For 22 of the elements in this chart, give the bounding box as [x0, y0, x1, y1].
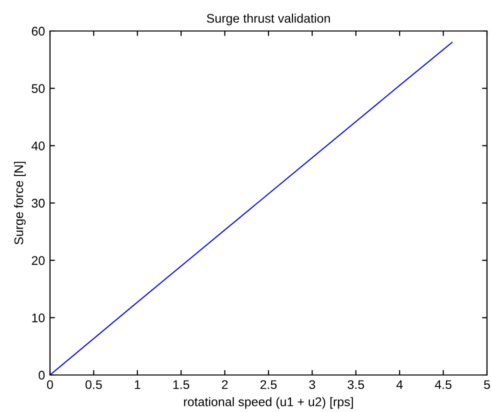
y-tick-label: 0 [38, 370, 45, 380]
x-tick-label: 4 [396, 380, 403, 389]
x-tick-label: 4.5 [434, 380, 452, 390]
x-tick-label: 3.5 [348, 380, 364, 390]
line-series [50, 42, 453, 375]
x-tick-label: 0.5 [86, 380, 102, 390]
y-tick-label: 10 [32, 313, 45, 322]
x-tick-label: 1.5 [173, 380, 190, 390]
y-tick-label: 40 [32, 141, 45, 150]
x-tick-label: 2.5 [260, 380, 277, 390]
y-tick-label: 30 [32, 198, 45, 208]
y-axis-title: Surge force [N] [14, 162, 26, 244]
y-tick-label: 20 [32, 256, 45, 265]
x-tick-label: 1 [134, 380, 140, 389]
x-axis-title: rotational speed (u1 + u2) [rps] [184, 397, 353, 409]
x-tick-label: 5 [484, 380, 490, 390]
x-tick-label: 3 [309, 380, 316, 390]
y-tick-label: 60 [32, 26, 45, 36]
x-tick-label: 2 [222, 380, 228, 389]
y-tick-label: 50 [32, 84, 45, 93]
chart-title: Surge thrust validation [206, 14, 330, 26]
x-tick-label: 0 [47, 380, 53, 390]
